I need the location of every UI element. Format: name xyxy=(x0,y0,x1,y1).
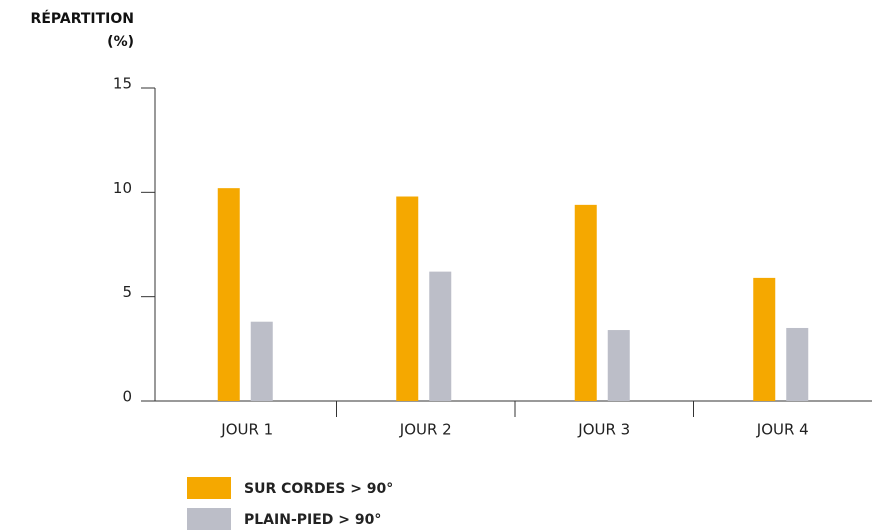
x-tick-label: JOUR 3 xyxy=(577,421,630,439)
bar xyxy=(429,271,452,401)
legend-label: SUR CORDES > 90° xyxy=(244,481,393,497)
x-tick-label: JOUR 1 xyxy=(220,421,273,439)
bar xyxy=(607,330,630,401)
y-tick-label: 10 xyxy=(113,179,132,197)
y-tick-label: 15 xyxy=(113,75,132,93)
bar xyxy=(786,327,809,401)
bar xyxy=(217,188,240,401)
bar xyxy=(396,196,419,401)
bar xyxy=(250,321,273,401)
x-tick-label: JOUR 4 xyxy=(756,421,809,439)
y-tick-label: 5 xyxy=(122,283,132,301)
legend-swatch xyxy=(187,477,231,499)
bar xyxy=(753,277,776,401)
y-axis-label: RÉPARTITION (%) xyxy=(30,11,134,50)
bar xyxy=(574,204,597,401)
x-tick-label: JOUR 2 xyxy=(399,421,452,439)
legend-label: PLAIN-PIED > 90° xyxy=(244,512,381,528)
y-tick-label: 0 xyxy=(122,388,132,406)
legend-swatch xyxy=(187,508,231,530)
